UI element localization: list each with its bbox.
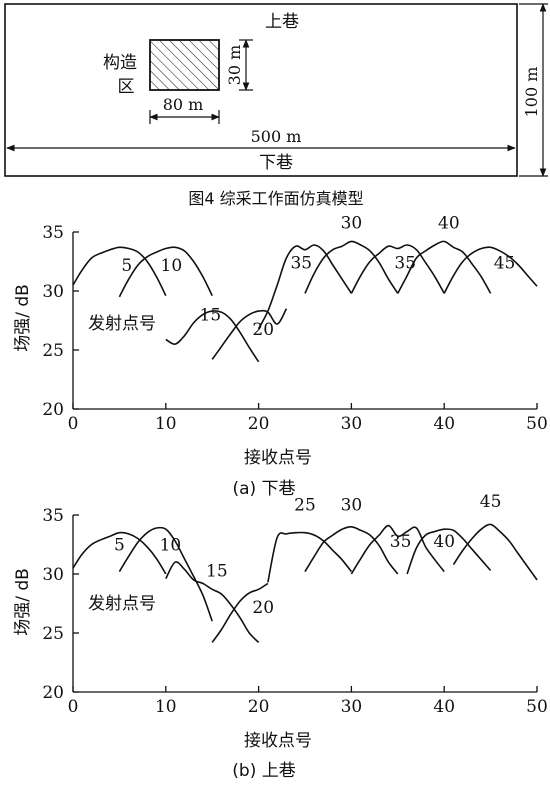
chart-a-series-35-line: [350, 244, 445, 294]
chart-a-y-tick-label: 30: [42, 282, 64, 302]
chart-b-series-labels: 5 10 15 20 25 30 35 40 45: [114, 492, 501, 618]
chart-a-series-15-line: [165, 310, 260, 363]
chart-b-y-tick-label: 25: [42, 624, 64, 644]
chart-b-series-25-line: [267, 531, 353, 583]
structure-label-line2: 区: [118, 77, 135, 97]
chart-b-series: [72, 523, 538, 643]
chart-b-series-label: 45: [480, 492, 502, 512]
chart-b: 0 10 20 30 40 50 20 25 30 35 5 10 15 20 25 30 35 40 45 发射…: [13, 492, 548, 781]
chart-b-series-label: 30: [341, 495, 363, 515]
chart-a-x-label: 接收点号: [244, 448, 312, 468]
chart-b-series-45-line: [452, 523, 538, 581]
chart-b-y-tick-label: 20: [42, 683, 64, 703]
model-caption: 图4 综采工作面仿真模型: [188, 189, 363, 208]
top-roadway-label: 上巷: [265, 12, 299, 32]
chart-b-x-tick-label: 20: [248, 697, 270, 717]
simulation-model: 上巷 构造 区 30 m 80 m 500 m 下巷 100 m 图4 综采工作…: [4, 3, 548, 208]
chart-a-x-tick-label: 10: [155, 414, 177, 434]
chart-b-series-label: 35: [390, 532, 412, 552]
chart-a-series: [72, 240, 538, 363]
chart-a-series-label: 5: [121, 256, 132, 276]
chart-b-caption: (b) 上巷: [232, 761, 295, 781]
width-label: 80 m: [163, 95, 204, 114]
chart-a-series-5-line: [72, 246, 167, 297]
chart-b-series-label: 5: [114, 536, 125, 556]
chart-a-series-40-line: [397, 240, 492, 294]
chart-b-ticks: 0 10 20 30 40 50 20 25 30 35: [42, 506, 547, 717]
chart-a-series-45-line: [443, 246, 538, 294]
length-label: 500 m: [251, 127, 302, 146]
chart-a-series-20-line: [211, 308, 288, 360]
chart-a-series-label: 10: [161, 256, 183, 276]
chart-b-x-label: 接收点号: [244, 731, 312, 751]
chart-a-y-tick-label: 25: [42, 341, 64, 361]
chart-b-series-label: 40: [433, 532, 455, 552]
chart-b-y-label: 场强/ dB: [13, 568, 33, 636]
chart-b-x-tick-label: 30: [341, 697, 363, 717]
chart-b-series-15-line: [165, 561, 260, 643]
chart-b-series-20-line: [211, 582, 269, 643]
chart-b-y-tick-label: 30: [42, 565, 64, 585]
chart-a: 0 10 20 30 40 50 20 25 30 35 5 10 15 20 35 30 35 40 45 发射…: [13, 214, 548, 499]
chart-b-axes: [72, 515, 537, 693]
chart-a-ticks: 0 10 20 30 40 50 20 25 30 35: [42, 223, 547, 434]
chart-a-series-label: 15: [200, 306, 222, 326]
chart-a-x-tick-label: 30: [341, 414, 363, 434]
chart-a-series-30-line: [304, 240, 399, 294]
chart-a-series-35-line: [257, 244, 353, 330]
chart-b-series-label: 20: [252, 598, 274, 618]
chart-b-x-tick-label: 40: [433, 697, 455, 717]
chart-a-series-label: 30: [341, 214, 363, 234]
chart-a-series-label: 20: [252, 320, 274, 340]
chart-b-y-tick-label: 35: [42, 506, 64, 526]
chart-a-x-tick-label: 40: [433, 414, 455, 434]
chart-a-axes: [72, 232, 537, 410]
chart-b-x-tick-label: 10: [155, 697, 177, 717]
chart-a-series-label: 45: [494, 254, 516, 274]
chart-b-series-40-line: [406, 528, 492, 575]
chart-b-series-35-line: [350, 524, 445, 575]
structure-label-line1: 构造: [103, 53, 137, 73]
chart-a-caption: (a) 下巷: [232, 479, 295, 499]
working-face-outline: [4, 3, 518, 177]
chart-a-x-tick-label: 0: [68, 414, 79, 434]
face-label: 100 m: [522, 67, 541, 118]
chart-b-series-label: 25: [294, 495, 316, 515]
chart-a-series-10-line: [118, 246, 213, 298]
chart-b-series-label: 10: [160, 536, 182, 556]
chart-b-x-tick-label: 0: [68, 697, 79, 717]
bottom-roadway-label: 下巷: [259, 153, 293, 173]
chart-a-series-label: 35: [290, 254, 312, 274]
chart-a-x-tick-label: 20: [248, 414, 270, 434]
chart-a-annotation: 发射点号: [88, 314, 156, 334]
chart-b-x-tick-label: 50: [526, 697, 548, 717]
chart-a-series-label: 35: [394, 254, 416, 274]
chart-b-series-5-line: [72, 531, 167, 575]
chart-b-series-30-line: [304, 525, 399, 575]
chart-b-annotation: 发射点号: [88, 594, 156, 614]
height-label: 30 m: [225, 45, 244, 86]
chart-a-x-tick-label: 50: [526, 414, 548, 434]
chart-a-y-tick-label: 35: [42, 223, 64, 243]
chart-a-series-labels: 5 10 15 20 35 30 35 40 45: [121, 214, 515, 340]
chart-a-y-tick-label: 20: [42, 400, 64, 420]
chart-a-y-label: 场强/ dB: [13, 284, 33, 352]
chart-a-series-label: 40: [438, 214, 460, 234]
chart-b-series-label: 15: [206, 561, 228, 581]
structure-zone: [149, 39, 220, 91]
